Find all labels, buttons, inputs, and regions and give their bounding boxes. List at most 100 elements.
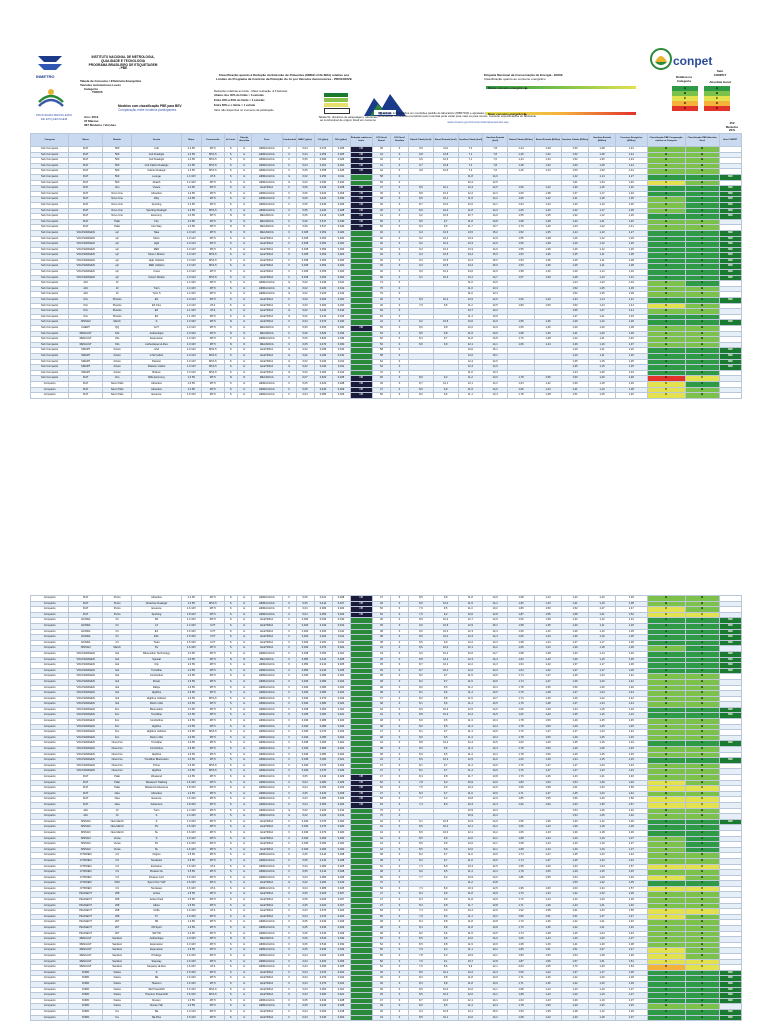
table-row: Compacto HONDA Fit EX 1.5 16V CVT S H ELÉTRICA F 0…: [29, 628, 742, 636]
totals-percent: 20%: [728, 128, 735, 133]
table-cell: MTA-5: [201, 358, 225, 366]
table-cell: ELÉTRICA: [250, 297, 283, 304]
table-cell: 0: [390, 392, 409, 399]
column-header: Gasolina Cidade (km/l): [457, 133, 484, 147]
table-cell: MT-5: [201, 325, 225, 332]
table-cell: MTA-5: [201, 369, 225, 377]
table-row: Compacto NISSAN New March SV 1.6 16V MT-5 S H EL…: [29, 824, 742, 831]
table-cell: 0: [390, 308, 409, 315]
table-cell: F: [282, 392, 297, 399]
column-header: Porte: [250, 133, 283, 147]
table-cell: ELÉTRICA: [250, 257, 283, 265]
table-cell: ELÉTRICA: [250, 369, 283, 377]
table-cell: 0,020: [331, 263, 351, 271]
conpet-wordmark: conpet: [673, 54, 713, 68]
scale-rel-b: B: [672, 90, 698, 96]
table-cell: ELÉTRICA: [250, 269, 283, 276]
absolute-header: Selo CONPET Absoluta Geral: [700, 69, 740, 85]
absolute-class-scale: A B C D E: [704, 86, 730, 111]
table-cell: SIM: [718, 263, 742, 271]
table-row: Sub Compacto FIAT Uno Mille Economy 1.0 8V MT…: [29, 375, 742, 382]
site-link[interactable]: www.inmetro.gov.br/consumidor/pbe/veicul…: [447, 119, 509, 124]
table-row: Compacto VOLKSWAGEN Fox Highline 1.6 8V MT-5 S…: [29, 723, 742, 731]
table-cell: B: [684, 291, 720, 298]
table-cell: MECÂNICA: [250, 375, 283, 382]
table-cell: 1,18: [588, 1014, 616, 1022]
table-cell: ELÉTRICA: [250, 252, 283, 259]
table-description: Tabela de Consumo / Eficiência Energétic…: [80, 79, 141, 95]
table-cell: Compacto: [29, 380, 70, 388]
relative-header-line-2: Categoria: [677, 78, 691, 83]
table-cell: 1.0 12V: [180, 302, 203, 310]
table-cell: 0,011: [331, 280, 351, 287]
table-cell: Compacto: [29, 392, 70, 399]
table-cell: Sub Compacto: [29, 308, 70, 315]
table-cell: MTA-5: [201, 353, 225, 360]
table-cell: ELÉTRICA: [250, 274, 283, 282]
table-cell: Sub Compacto: [29, 336, 70, 343]
table-cell: Sub Compacto: [29, 330, 70, 338]
table-cell: B: [684, 336, 720, 343]
table-cell: 0: [390, 369, 409, 377]
table-cell: fortwo: [101, 347, 133, 354]
table-row: Compacto VOLKSWAGEN Gol Bluemotion Technolo…: [29, 650, 742, 658]
table-cell: Sub Compacto: [29, 369, 70, 377]
table-row: Compacto VOLKSWAGEN Gol Special 1.0 8V MT-5 N N…: [29, 656, 742, 664]
summary-brands: 37 Marcas: [84, 118, 99, 123]
table-cell: MTA-5: [201, 347, 225, 354]
table-cell: 1,40: [561, 1014, 589, 1022]
table-cell: HIDRÁULICA: [250, 285, 283, 293]
table-cell: 1.0 16V: [180, 319, 203, 326]
table-cell: [718, 291, 742, 298]
inmetro-wordmark: INMETRO: [36, 74, 55, 79]
ibama-logo-icon: IBAMA: [364, 94, 406, 116]
summary-year: Ano: 2013: [84, 115, 99, 119]
table-cell: 9,6: [432, 392, 459, 399]
ence-title: Etiqueta Nacional de Conservação de Ener…: [484, 73, 563, 77]
legend-swatch-3: [324, 93, 348, 97]
table-cell: Sub Compacto: [29, 302, 70, 310]
column-header: Etanol Cidade (km/l): [408, 133, 434, 147]
table-cell: up!: [101, 269, 133, 276]
table-cell: A: [646, 358, 686, 366]
table-cell: Sub Compacto: [29, 358, 70, 366]
table-cell: MECÂNICA: [250, 341, 283, 349]
table-cell: 0,020: [331, 252, 351, 259]
table-cell: HIDRÁULICA: [250, 336, 283, 343]
column-header: NOx (g/km): [331, 133, 351, 147]
table-cell: 0,012: [331, 285, 351, 293]
table-cell: 1,14: [588, 297, 616, 304]
table-row: Compacto VOLKSWAGEN Gol City 1.0 8V MT-5 S H HID…: [29, 662, 742, 669]
table-cell: 1.0 12V: [180, 364, 203, 371]
notes-consumption-text: Valores em km/l medidos em condições pad…: [378, 111, 565, 119]
table-cell: Picanto: [101, 308, 133, 315]
table-cell: 0: [390, 313, 409, 321]
table-cell: 1,11: [588, 263, 616, 271]
column-header: CO2 fóssil Gasolina: [390, 133, 409, 147]
table-row: Sub Compacto VOLKSWAGEN up! Cross 1.0 12V MT-…: [29, 269, 742, 276]
table-cell: Uno: [101, 375, 133, 382]
table-cell: 0,010: [331, 308, 351, 315]
table-row: Sub Compacto RENAULT Clio Authentique Hi-Fl…: [29, 341, 742, 349]
column-header: Consumo Energético (MJ/km): [615, 133, 648, 147]
ence-block: Etiqueta Nacional de Conservação de Ener…: [484, 73, 563, 82]
table-cell: [718, 325, 742, 332]
table-cell: ELÉTRICA: [250, 302, 283, 310]
consumption-table-2: Compacto FIAT Punto Attractive 1.4 8V MT-5 S H H…: [29, 595, 742, 1022]
consumption-table-1: Categoria Marca Modelo Versão Motor Transmiss…: [29, 133, 742, 399]
column-header: Modelo: [101, 133, 133, 147]
table-cell: fortwo: [101, 364, 133, 371]
table-cell: 1,78: [507, 392, 535, 399]
column-header: Transmissão: [201, 133, 225, 147]
table-row: Compacto VOLKSWAGEN Gol Trendline 1.0 8V MT-5…: [29, 667, 742, 675]
table-cell: C: [646, 302, 686, 310]
table-cell: A: [684, 263, 720, 271]
table-cell: 1,21: [588, 336, 616, 343]
table-row: Compacto FIAT Novo Palio Attractive 1.4 8V MT…: [29, 386, 742, 394]
table-row: Compacto FIAT Idea Adventure 1.8 16V MT-5 S H HI…: [29, 802, 742, 809]
table-row: Compacto FIAT Punto Essence 1.6 16V MT-5 S H HID…: [29, 606, 742, 613]
table-row: Sub Compacto NISSAN March S 1.0 16V MT-5 N H ELÉ…: [29, 319, 742, 326]
table-cell: 0: [390, 319, 409, 326]
table-cell: B: [646, 280, 686, 287]
table-row: Compacto JAC J3 Turin 1.4 16V MT-5 S H HIDRÁULIC…: [29, 807, 742, 815]
